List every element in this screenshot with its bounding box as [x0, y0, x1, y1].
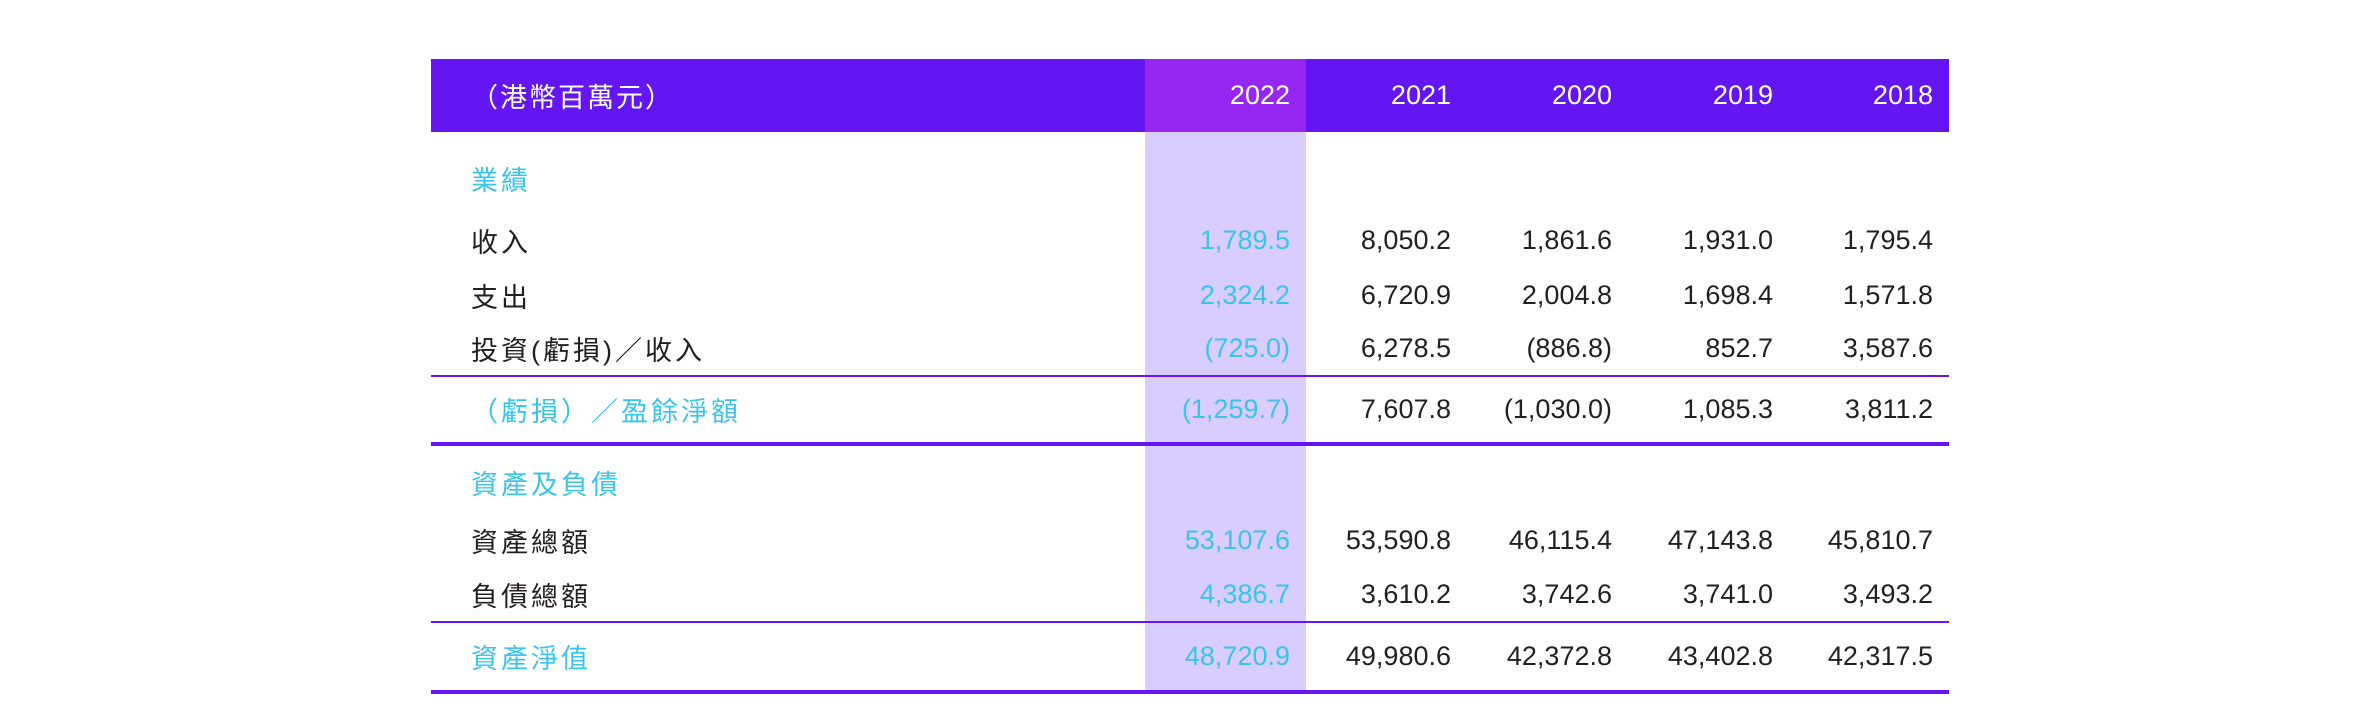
cell-value: 3,742.6 — [1521, 579, 1612, 609]
total-value: 49,980.6 — [1306, 621, 1467, 694]
cell-value: 1,789.5 — [1145, 212, 1306, 268]
cell-value: 1,931.0 — [1682, 224, 1773, 255]
table-header-row: （港幣百萬元） 2022 2021 2020 2019 2018 — [431, 59, 1949, 132]
cell-value: 1,861.6 — [1521, 224, 1612, 255]
total-label-net-assets: 資產淨值 — [431, 621, 1145, 694]
cell-value: 53,107.6 — [1145, 512, 1306, 568]
cell-value: (725.0) — [1145, 322, 1306, 376]
cell-value: 1,795.4 — [1842, 224, 1933, 255]
row-label-expenditure: 支出 — [471, 282, 531, 313]
total-label-surplus: （虧損）／盈餘淨額 — [431, 375, 1145, 446]
financial-summary-table-wrapper: （港幣百萬元） 2022 2021 2020 2019 2018 業績 收入 1… — [431, 59, 1949, 694]
total-value: 48,720.9 — [1145, 621, 1306, 694]
cell-value: 8,050.2 — [1360, 224, 1451, 255]
section-title-assets-liabilities: 資產及負債 — [471, 470, 621, 500]
table-row: 支出 2,324.2 6,720.9 2,004.8 1,698.4 1,571… — [431, 268, 1949, 322]
cell-value: 2,324.2 — [1145, 268, 1306, 322]
year-header-2020: 2020 — [1467, 59, 1628, 132]
year-header-2021: 2021 — [1306, 59, 1467, 132]
total-row: （虧損）／盈餘淨額 (1,259.7) 7,607.8 (1,030.0) 1,… — [431, 375, 1949, 446]
total-row: 資產淨值 48,720.9 49,980.6 42,372.8 43,402.8… — [431, 621, 1949, 694]
row-label-investment: 投資(虧損)／收入 — [471, 336, 705, 366]
year-header-2018: 2018 — [1789, 59, 1949, 132]
year-header-2022: 2022 — [1145, 59, 1306, 132]
cell-value: 3,587.6 — [1842, 333, 1933, 363]
cell-value: 852.7 — [1705, 333, 1773, 363]
row-label-total-liabilities: 負債總額 — [471, 582, 591, 612]
cell-value: 3,741.0 — [1682, 579, 1773, 609]
section-title-row: 業績 — [431, 132, 1949, 212]
section-title-results: 業績 — [471, 166, 531, 196]
table-row: 投資(虧損)／收入 (725.0) 6,278.5 (886.8) 852.7 … — [431, 322, 1949, 376]
row-label-total-assets: 資產總額 — [471, 527, 591, 558]
cell-value: 46,115.4 — [1508, 524, 1612, 555]
cell-value: 45,810.7 — [1827, 524, 1933, 555]
total-value: 7,607.8 — [1306, 375, 1467, 446]
cell-value: 3,493.2 — [1842, 579, 1933, 609]
cell-value: 6,720.9 — [1360, 279, 1451, 310]
unit-label: （港幣百萬元） — [431, 59, 1145, 132]
cell-value: 1,698.4 — [1682, 279, 1773, 310]
total-value: 42,317.5 — [1789, 621, 1949, 694]
cell-value: (886.8) — [1526, 333, 1612, 363]
table-row: 資產總額 53,107.6 53,590.8 46,115.4 47,143.8… — [431, 512, 1949, 568]
table-row: 負債總額 4,386.7 3,610.2 3,742.6 3,741.0 3,4… — [431, 568, 1949, 622]
total-value: (1,030.0) — [1467, 375, 1628, 446]
total-value: (1,259.7) — [1145, 375, 1306, 446]
cell-value: 1,571.8 — [1842, 279, 1933, 310]
total-value: 1,085.3 — [1628, 375, 1789, 446]
row-label-income: 收入 — [471, 227, 531, 258]
table-row: 收入 1,789.5 8,050.2 1,861.6 1,931.0 1,795… — [431, 212, 1949, 268]
total-value: 43,402.8 — [1628, 621, 1789, 694]
cell-value: 2,004.8 — [1521, 279, 1612, 310]
financial-summary-table: （港幣百萬元） 2022 2021 2020 2019 2018 業績 收入 1… — [431, 59, 1949, 694]
cell-value: 53,590.8 — [1345, 524, 1451, 555]
cell-value: 3,610.2 — [1360, 579, 1451, 609]
cell-value: 4,386.7 — [1145, 568, 1306, 622]
section-title-row: 資產及負債 — [431, 444, 1949, 512]
cell-value: 6,278.5 — [1360, 333, 1451, 363]
cell-value: 47,143.8 — [1667, 524, 1773, 555]
total-value: 42,372.8 — [1467, 621, 1628, 694]
total-value: 3,811.2 — [1789, 375, 1949, 446]
year-header-2019: 2019 — [1628, 59, 1789, 132]
